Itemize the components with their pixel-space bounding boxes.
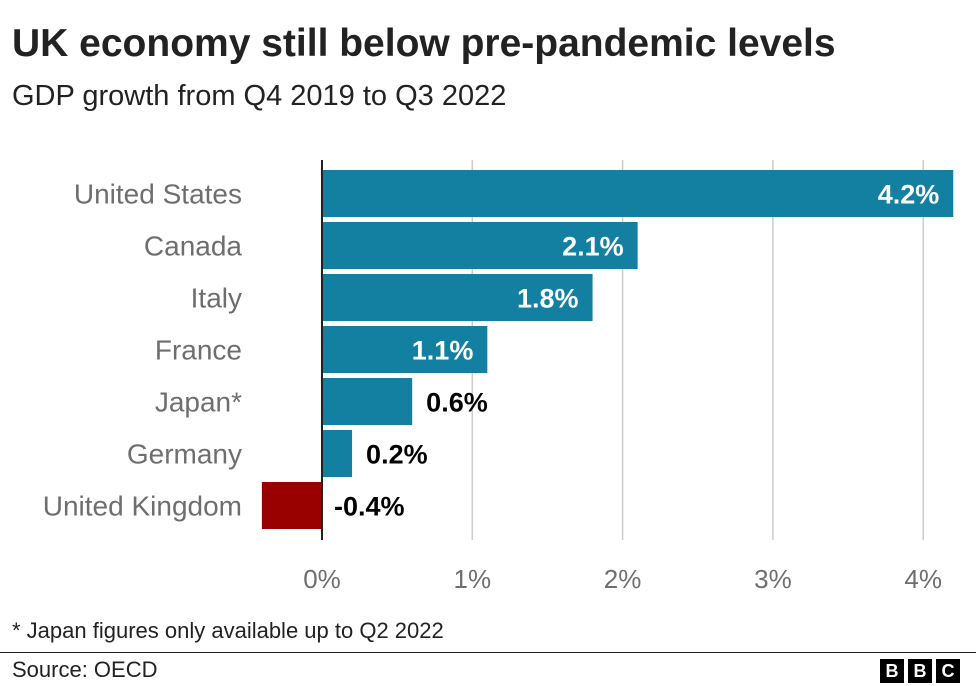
category-label: United Kingdom (43, 491, 242, 522)
x-tick-label: 4% (904, 564, 942, 594)
bar (322, 430, 353, 477)
data-label: 0.6% (426, 388, 488, 418)
category-label: Germany (127, 439, 242, 470)
bar (261, 482, 322, 529)
data-label: 1.8% (517, 284, 579, 314)
logo-letter: B (880, 659, 904, 683)
category-label: Canada (144, 231, 243, 262)
footnote: * Japan figures only available up to Q2 … (12, 618, 444, 643)
data-label: 2.1% (562, 232, 624, 262)
bar (322, 222, 638, 269)
bar (322, 378, 413, 425)
x-tick-label: 0% (303, 564, 341, 594)
x-tick-label: 2% (604, 564, 642, 594)
category-label: United States (74, 179, 242, 210)
bar (322, 170, 954, 217)
category-label: France (155, 335, 242, 366)
category-label: Italy (191, 283, 242, 314)
data-label: -0.4% (334, 492, 405, 522)
bar (322, 274, 593, 321)
logo-letter: C (936, 659, 960, 683)
source: Source: OECD (12, 657, 158, 682)
category-label: Japan* (155, 387, 242, 418)
bar-chart: 0% 1% 2% 3% 4% United States 4.2% Canada 2.1% Ita… (43, 160, 954, 594)
bbc-logo: B B C (880, 659, 960, 683)
chart-subtitle: GDP growth from Q4 2019 to Q3 2022 (12, 80, 507, 112)
bar (322, 326, 488, 373)
x-tick-label: 1% (454, 564, 492, 594)
data-label: 0.2% (366, 440, 428, 470)
divider (0, 652, 976, 653)
data-label: 1.1% (412, 336, 474, 366)
logo-letter: B (908, 659, 932, 683)
chart-title: UK economy still below pre-pandemic leve… (12, 22, 836, 65)
x-tick-label: 3% (754, 564, 792, 594)
data-label: 4.2% (878, 180, 940, 210)
